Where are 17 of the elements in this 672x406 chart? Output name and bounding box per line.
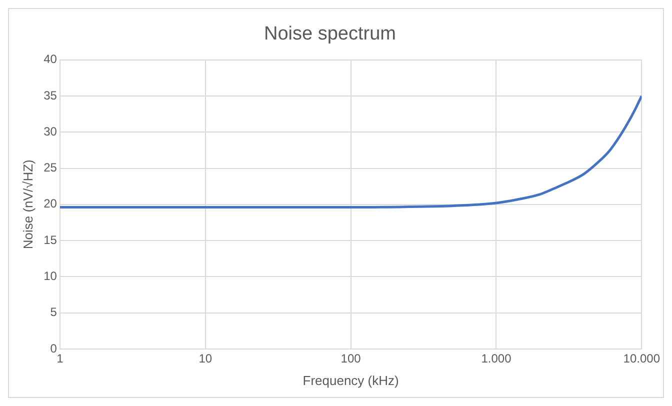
- x-tick-label: 1.000: [481, 352, 512, 366]
- x-tick-label: 10.000: [623, 352, 660, 366]
- chart-title: Noise spectrum: [264, 24, 396, 45]
- y-tick-label: 10: [44, 269, 58, 284]
- y-tick-label: 40: [44, 52, 58, 66]
- y-tick-label: 25: [44, 160, 58, 175]
- x-tick-label: 1: [56, 352, 64, 366]
- y-tick-label: 5: [50, 305, 58, 320]
- x-axis-title: Frequency (kHz): [302, 372, 399, 388]
- x-tick-label: 100: [340, 352, 362, 366]
- y-tick-label: 15: [44, 232, 58, 247]
- y-tick-label: 20: [44, 196, 58, 211]
- y-tick-label: 0: [50, 341, 58, 356]
- y-axis-title: Noise (nV/√HZ): [20, 160, 36, 250]
- y-tick-label: 35: [44, 88, 58, 102]
- y-tick-label: 30: [44, 124, 58, 138]
- x-tick-label: 10: [198, 352, 212, 366]
